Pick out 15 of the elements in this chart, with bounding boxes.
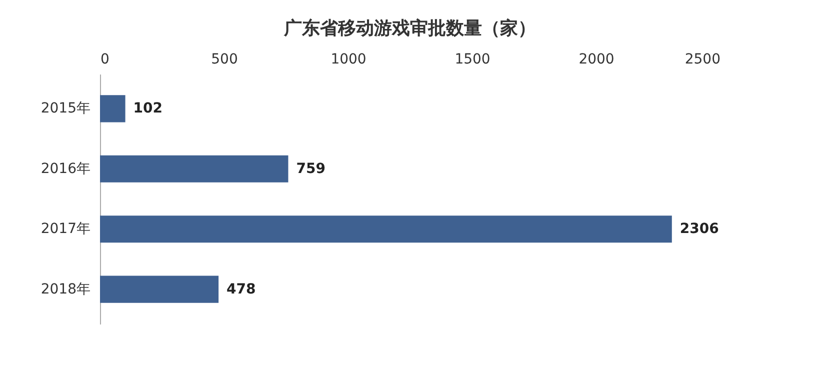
x-tick-label: 1500 xyxy=(454,52,490,68)
x-tick-label: 500 xyxy=(211,52,238,68)
y-tick-label: 2018年 xyxy=(40,281,90,298)
data-label: 759 xyxy=(296,160,326,177)
x-tick-label: 2500 xyxy=(684,52,720,68)
y-tick-label: 2015年 xyxy=(40,100,90,117)
data-label: 478 xyxy=(226,281,256,298)
chart-title: 广东省移动游戏审批数量（家） xyxy=(283,18,536,39)
x-tick-label: 2000 xyxy=(578,52,614,68)
x-tick-label: 0 xyxy=(100,52,110,68)
data-label: 102 xyxy=(133,100,163,117)
y-tick-label: 2016年 xyxy=(40,160,90,177)
y-tick-label: 2017年 xyxy=(40,221,90,238)
data-label: 2306 xyxy=(680,221,719,238)
x-tick-label: 1000 xyxy=(330,52,366,68)
